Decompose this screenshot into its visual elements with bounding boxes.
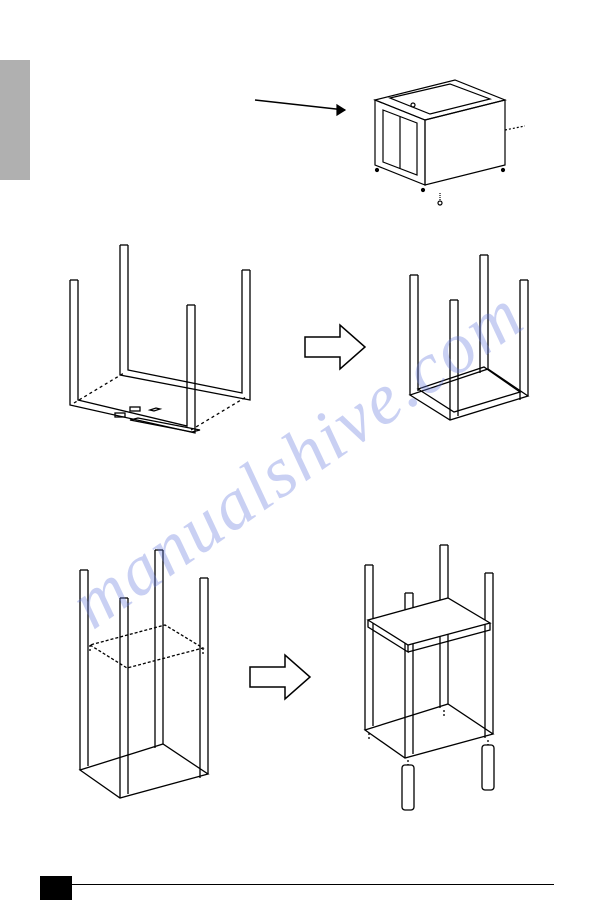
assembly-step-3 [55,540,535,820]
assembly-step-1 [245,55,525,215]
assembly-step-2 [50,235,550,445]
footer-rule [40,884,554,888]
side-tab [0,60,30,180]
page-number-box [40,876,72,900]
